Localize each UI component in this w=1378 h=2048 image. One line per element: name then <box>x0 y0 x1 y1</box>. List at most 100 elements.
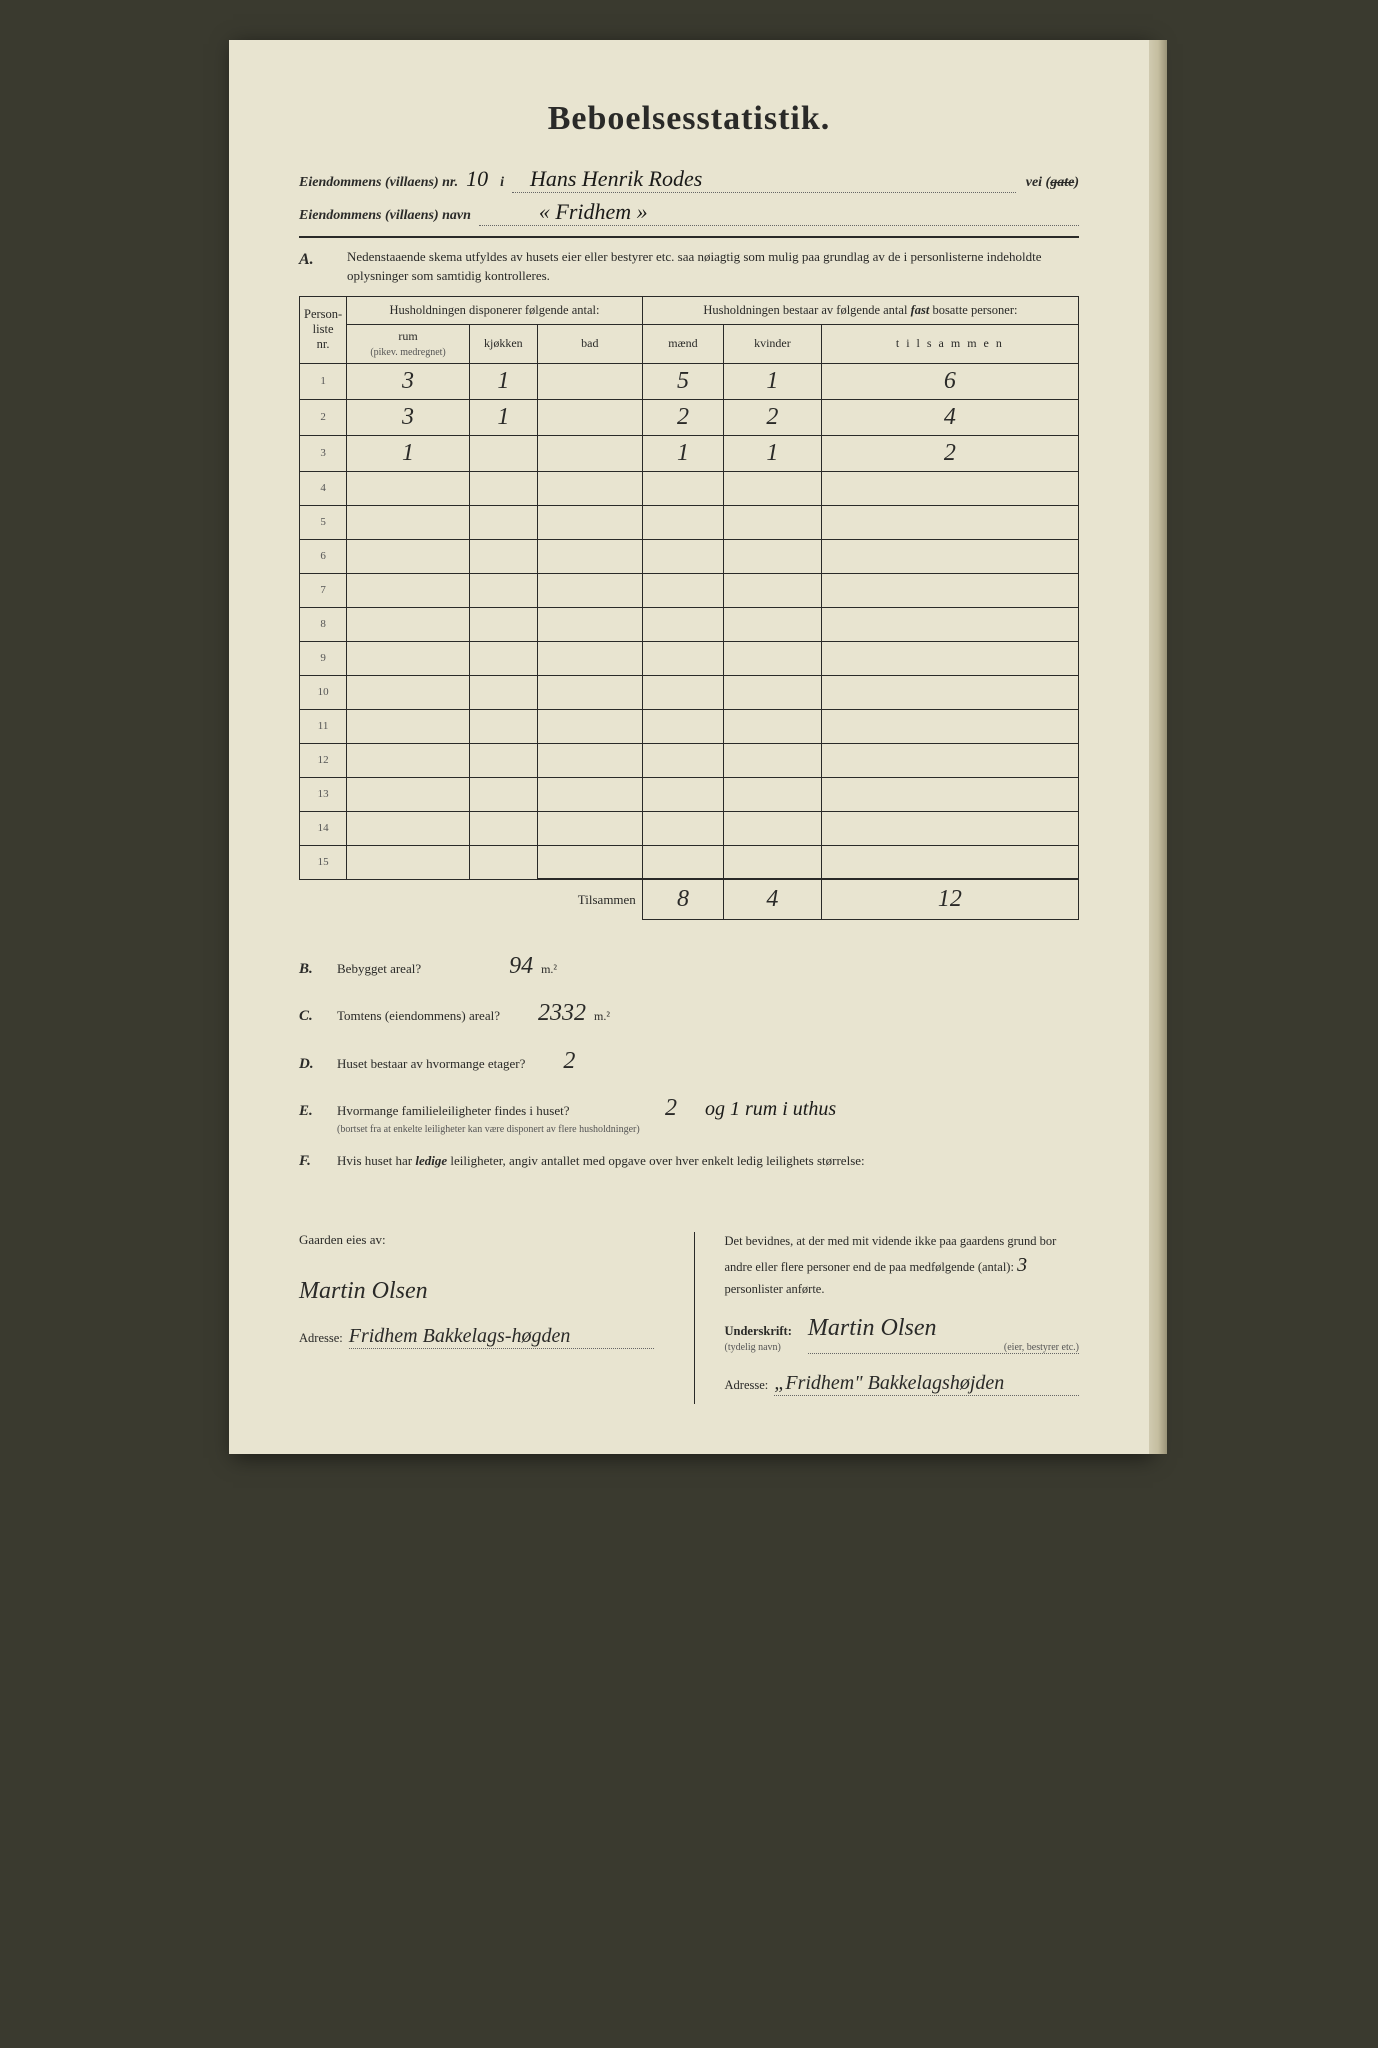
sum-tilsammen: 12 <box>821 879 1078 919</box>
table-row: 131516 <box>300 363 1079 399</box>
cell-kjokken <box>469 675 537 709</box>
decl-count: 3 <box>1017 1254 1027 1276</box>
cell-rum: 1 <box>347 435 470 471</box>
cell-kjokken <box>469 743 537 777</box>
table-row: 11 <box>300 709 1079 743</box>
main-table: Person- liste nr. Husholdningen disponer… <box>299 296 1079 920</box>
q-b-ans: 94 <box>509 950 533 984</box>
q-e-note: (bortset fra at enkelte leiligheter kan … <box>337 1123 657 1137</box>
cell-kvinder <box>724 811 822 845</box>
cell-bad <box>537 363 642 399</box>
section-a: A. Nedenstaaende skema utfyldes av huset… <box>299 248 1079 286</box>
cell-tilsammen <box>821 573 1078 607</box>
cell-tilsammen: 6 <box>821 363 1078 399</box>
cell-rum <box>347 539 470 573</box>
cell-kjokken <box>469 811 537 845</box>
footer-right: Det bevidnes, at der med mit vidende ikk… <box>694 1232 1080 1405</box>
table-row: 15 <box>300 845 1079 879</box>
row-num: 3 <box>300 435 347 471</box>
cell-rum <box>347 573 470 607</box>
row-num: 6 <box>300 539 347 573</box>
cell-maend <box>642 777 723 811</box>
col-personliste: Person- liste nr. <box>300 296 347 363</box>
col-rum: rum(pikev. medregnet) <box>347 324 470 363</box>
cell-kvinder: 1 <box>724 435 822 471</box>
cell-maend <box>642 845 723 879</box>
cell-rum <box>347 607 470 641</box>
cell-tilsammen: 2 <box>821 435 1078 471</box>
cell-kjokken: 1 <box>469 363 537 399</box>
cell-kjokken <box>469 435 537 471</box>
row-num: 14 <box>300 811 347 845</box>
header-row-2: Eiendommens (villaens) navn « Fridhem » <box>299 199 1079 226</box>
table-row: 5 <box>300 505 1079 539</box>
cell-kjokken <box>469 709 537 743</box>
cell-kvinder <box>724 539 822 573</box>
cell-maend: 2 <box>642 399 723 435</box>
cell-maend <box>642 471 723 505</box>
row-num: 4 <box>300 471 347 505</box>
cell-rum: 3 <box>347 363 470 399</box>
cell-bad <box>537 709 642 743</box>
line1-tail: vei (gate) <box>1026 175 1079 191</box>
sig-label: Underskrift: <box>725 1324 792 1338</box>
q-c-ans: 2332 <box>538 997 586 1031</box>
cell-kvinder <box>724 573 822 607</box>
row-num: 11 <box>300 709 347 743</box>
cell-kjokken <box>469 471 537 505</box>
cell-bad <box>537 777 642 811</box>
cell-tilsammen: 4 <box>821 399 1078 435</box>
table-row: 9 <box>300 641 1079 675</box>
cell-bad <box>537 675 642 709</box>
signature-line: Underskrift: (tydelig navn) Martin Olsen… <box>725 1315 1080 1354</box>
cell-kjokken <box>469 505 537 539</box>
owner-address-line: Adresse: Fridhem Bakkelags-høgden <box>299 1325 654 1349</box>
cell-rum <box>347 743 470 777</box>
sum-row: Tilsammen 8 4 12 <box>300 879 1079 919</box>
owner-label: Gaarden eies av: <box>299 1232 654 1248</box>
row-num: 2 <box>300 399 347 435</box>
line1-fill: Hans Henrik Rodes <box>512 166 1016 193</box>
cell-kvinder <box>724 743 822 777</box>
row-num: 9 <box>300 641 347 675</box>
q-d-ans: 2 <box>563 1045 575 1079</box>
cell-kjokken <box>469 607 537 641</box>
questions-block: B. Bebygget areal? 94 m.² C. Tomtens (ei… <box>299 950 1079 1172</box>
cell-tilsammen <box>821 845 1078 879</box>
line1-nr: 10 <box>466 166 488 192</box>
divider-top <box>299 236 1079 238</box>
cell-tilsammen <box>821 709 1078 743</box>
right-address-line: Adresse: „Fridhem" Bakkelagshøjden <box>725 1372 1080 1396</box>
sum-maend: 8 <box>642 879 723 919</box>
cell-rum <box>347 675 470 709</box>
question-d: D. Huset bestaar av hvormange etager? 2 <box>299 1045 1079 1079</box>
line2-label: Eiendommens (villaens) navn <box>299 208 471 224</box>
cell-bad <box>537 573 642 607</box>
cell-kvinder <box>724 777 822 811</box>
cell-kvinder <box>724 675 822 709</box>
table-row: 7 <box>300 573 1079 607</box>
right-addr-value: „Fridhem" Bakkelagshøjden <box>774 1372 1004 1394</box>
footer-block: Gaarden eies av: Martin Olsen Adresse: F… <box>299 1232 1079 1405</box>
cell-kvinder <box>724 845 822 879</box>
table-row: 31112 <box>300 435 1079 471</box>
cell-maend <box>642 607 723 641</box>
cell-bad <box>537 743 642 777</box>
cell-maend <box>642 505 723 539</box>
cell-kvinder <box>724 471 822 505</box>
cell-maend <box>642 641 723 675</box>
document-page: Beboelsesstatistik. Eiendommens (villaen… <box>229 40 1149 1454</box>
header-block: Eiendommens (villaens) nr. 10 i Hans Hen… <box>299 166 1079 226</box>
cell-tilsammen <box>821 539 1078 573</box>
q-e-letter: E. <box>299 1101 337 1122</box>
q-b-letter: B. <box>299 959 337 980</box>
q-e-ans: 2 <box>665 1092 677 1126</box>
row-num: 10 <box>300 675 347 709</box>
sig-sublabel: (tydelig navn) <box>725 1342 781 1353</box>
cell-kjokken <box>469 777 537 811</box>
cell-kjokken <box>469 573 537 607</box>
cell-tilsammen <box>821 607 1078 641</box>
row-num: 5 <box>300 505 347 539</box>
line1-value: Hans Henrik Rodes <box>512 166 702 191</box>
col-maend: mænd <box>642 324 723 363</box>
